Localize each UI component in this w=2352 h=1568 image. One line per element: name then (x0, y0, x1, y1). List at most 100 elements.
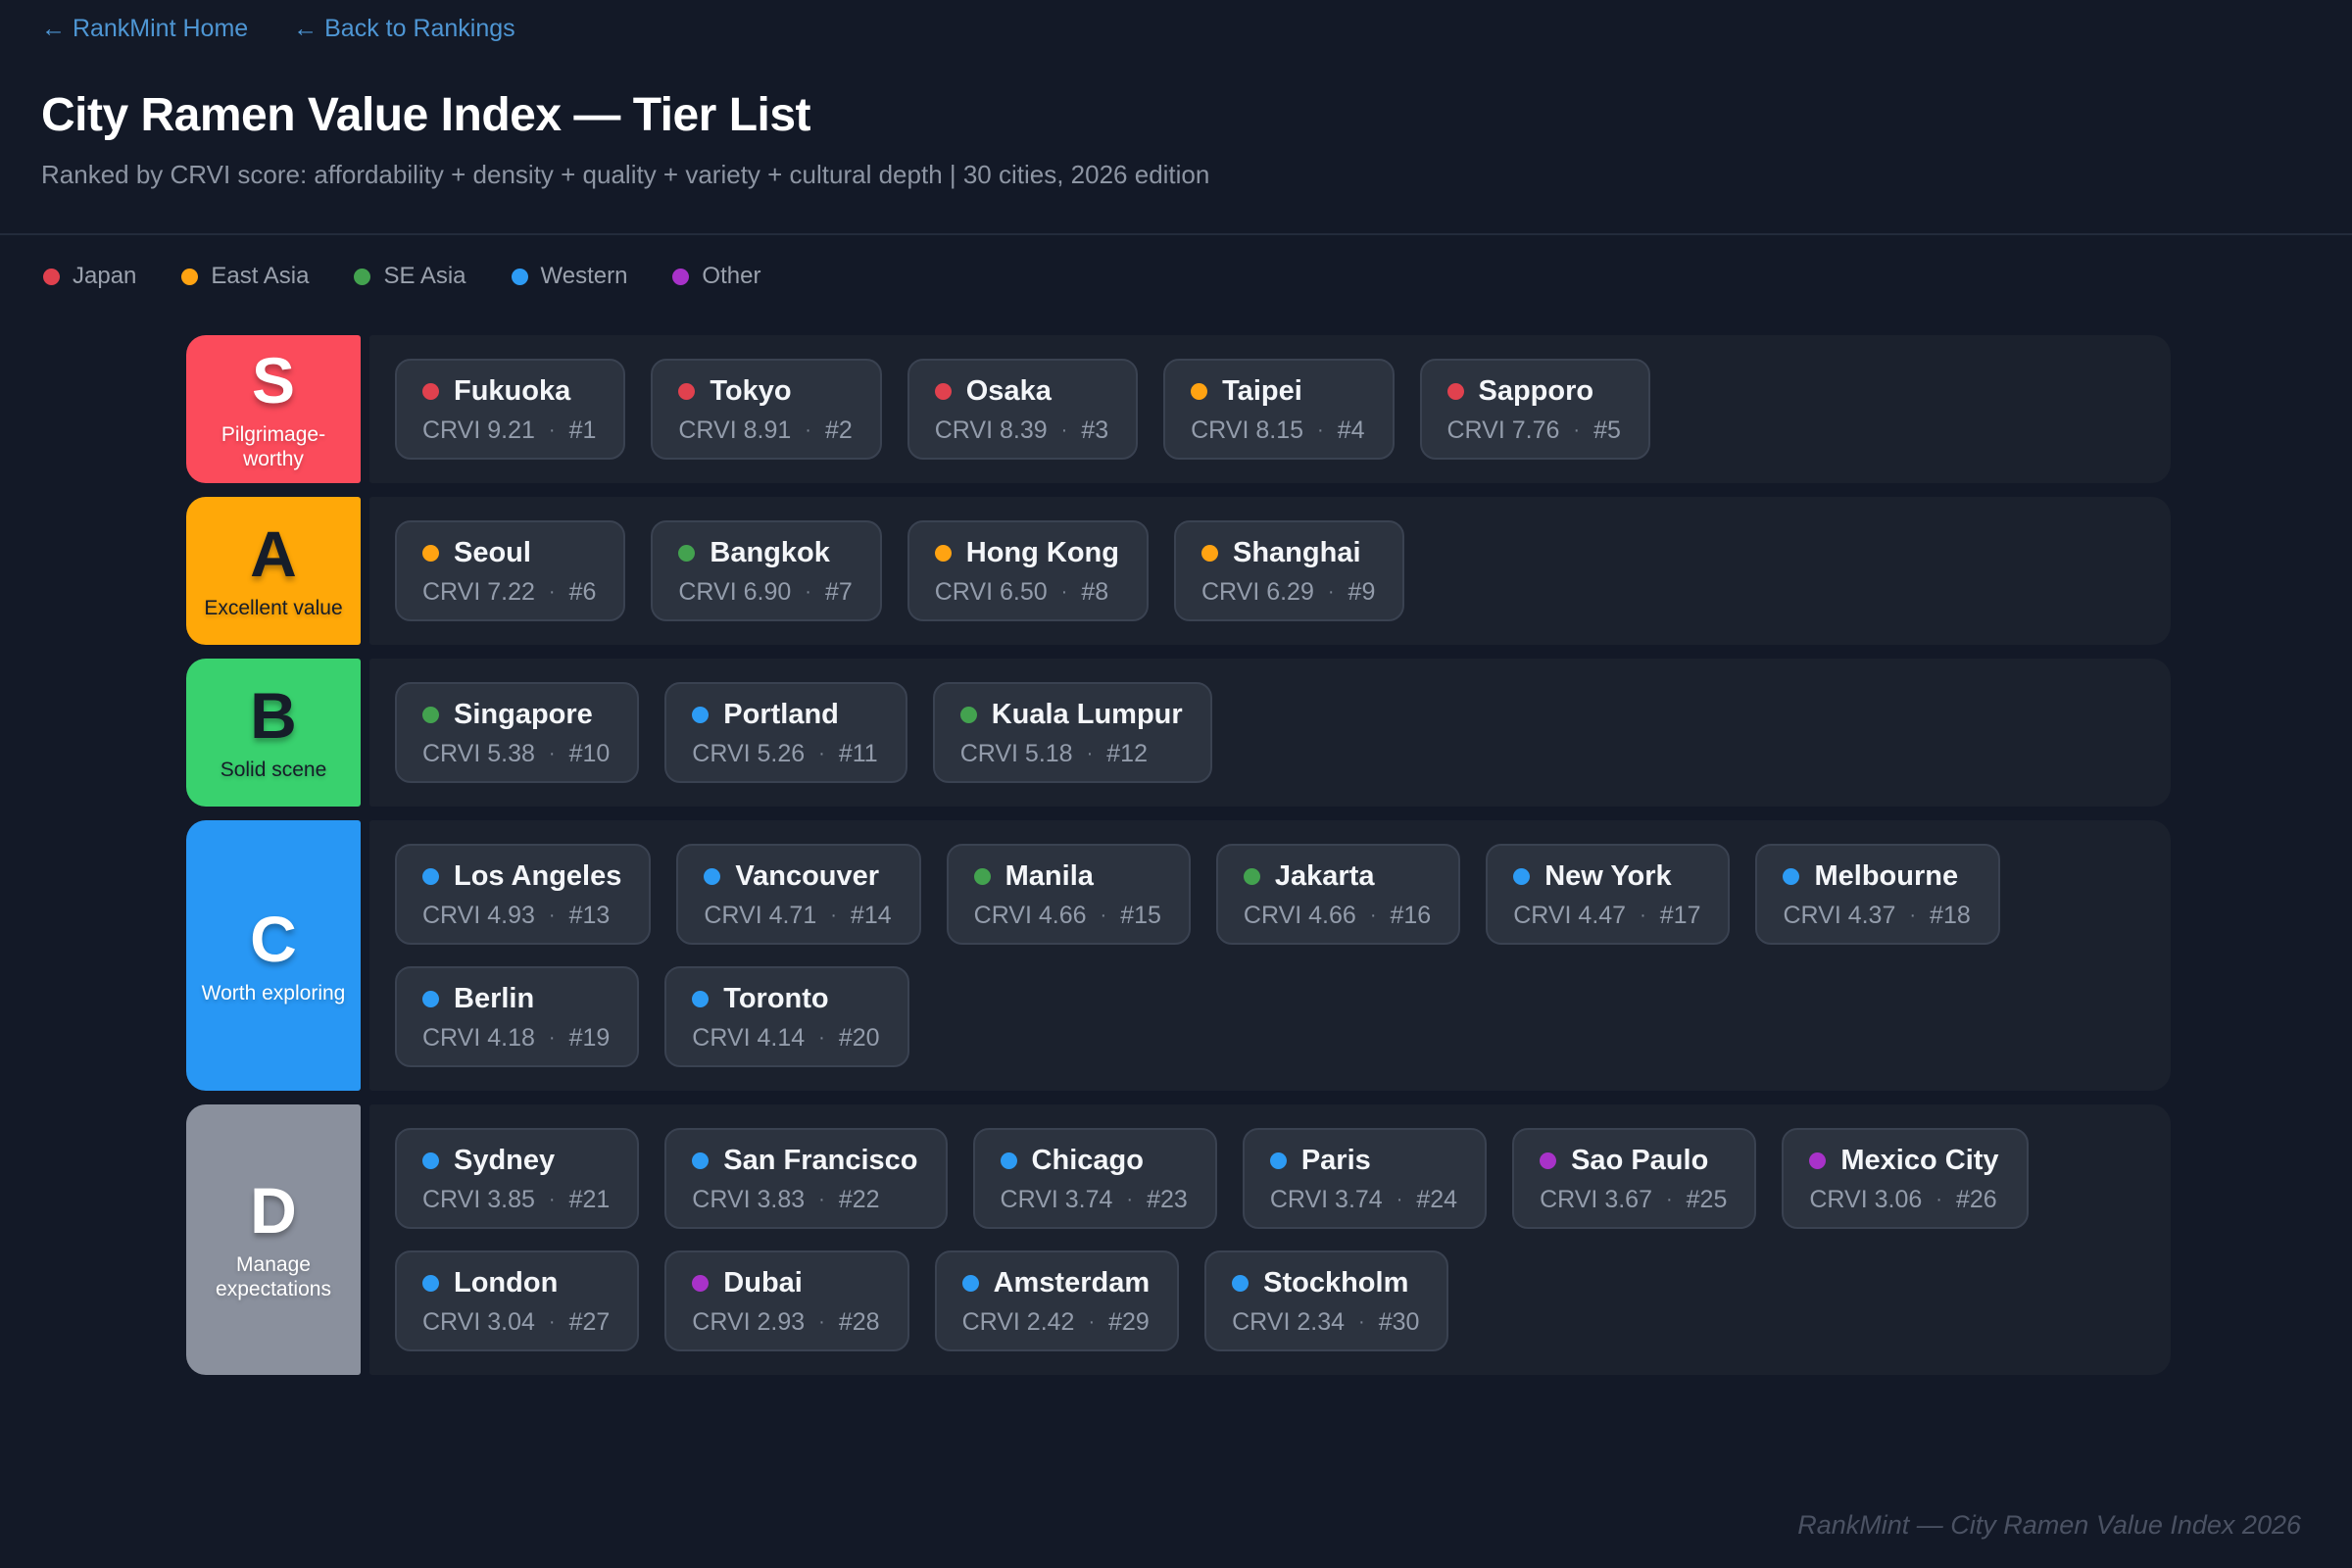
city-card-title: Singapore (422, 699, 610, 731)
city-card-title: Paris (1269, 1145, 1457, 1177)
tier-row-d: D Manage expectations Sydney CRVI 3.85 ·… (186, 1104, 2171, 1376)
legend-item: Other (672, 263, 760, 290)
tier-subtitle: Worth exploring (201, 981, 346, 1004)
legend-region-dot-icon (43, 268, 60, 285)
legend-item: Western (511, 263, 628, 290)
city-card-title: Bangkok (678, 537, 852, 569)
tier-label: B Solid scene (186, 659, 361, 808)
region-dot-icon (1191, 383, 1208, 401)
city-card-stats: CRVI 4.18 · #19 (422, 1024, 610, 1053)
tier-cards-area: Los Angeles CRVI 4.93 · #13 Vancouver CR… (369, 820, 2171, 1092)
city-crvi-score: CRVI 4.66 (973, 902, 1087, 930)
city-card-stats: CRVI 8.39 · #3 (935, 416, 1108, 445)
city-crvi-score: CRVI 6.50 (934, 578, 1048, 607)
city-card[interactable]: Los Angeles CRVI 4.93 · #13 (395, 844, 652, 946)
city-card-title: Osaka (934, 375, 1108, 408)
city-card[interactable]: Vancouver CRVI 4.71 · #14 (676, 844, 921, 946)
rankmint-home-link[interactable]: ← RankMint Home (41, 15, 249, 42)
city-name: Fukuoka (454, 375, 571, 408)
city-card-stats: CRVI 3.85 · #21 (422, 1186, 610, 1214)
city-card[interactable]: Portland CRVI 5.26 · #11 (664, 682, 907, 784)
city-card[interactable]: Shanghai CRVI 6.29 · #9 (1173, 520, 1405, 622)
city-card-title: Fukuoka (422, 375, 596, 408)
tier-list: S Pilgrimage-worthy Fukuoka CRVI 9.21 · … (186, 335, 2171, 1376)
legend-item-label: Western (540, 263, 628, 290)
city-rank: #23 (1147, 1186, 1188, 1214)
dot-separator-icon: · (548, 1311, 556, 1334)
city-card[interactable]: Fukuoka CRVI 9.21 · #1 (395, 359, 626, 461)
city-crvi-score: CRVI 4.14 (692, 1024, 806, 1053)
city-crvi-score: CRVI 4.66 (1243, 902, 1356, 930)
city-card[interactable]: Amsterdam CRVI 2.42 · #29 (934, 1250, 1180, 1352)
city-card-stats: CRVI 6.50 · #8 (935, 578, 1119, 607)
legend-region-dot-icon (511, 268, 528, 285)
region-dot-icon (422, 1152, 439, 1170)
city-card[interactable]: Stockholm CRVI 2.34 · #30 (1204, 1250, 1449, 1352)
back-to-rankings-link[interactable]: ← Back to Rankings (293, 15, 515, 42)
city-card[interactable]: Bangkok CRVI 6.90 · #7 (651, 520, 882, 622)
region-dot-icon (934, 383, 952, 401)
tier-row-a: A Excellent value Seoul CRVI 7.22 · #6 B… (186, 497, 2171, 646)
city-card[interactable]: Singapore CRVI 5.38 · #10 (395, 682, 640, 784)
city-name: Taipei (1222, 375, 1302, 408)
city-card[interactable]: Taipei CRVI 8.15 · #4 (1163, 359, 1395, 461)
city-card[interactable]: New York CRVI 4.47 · #17 (1486, 844, 1731, 946)
city-card[interactable]: Osaka CRVI 8.39 · #3 (906, 359, 1139, 461)
dot-separator-icon: · (1088, 1311, 1096, 1334)
city-card-stats: CRVI 5.26 · #11 (692, 740, 877, 768)
city-rank: #26 (1955, 1186, 1997, 1214)
city-card[interactable]: Sao Paulo CRVI 3.67 · #25 (1512, 1128, 1757, 1230)
dot-separator-icon: · (1327, 581, 1335, 604)
tier-subtitle: Excellent value (204, 597, 343, 620)
city-card[interactable]: Sapporo CRVI 7.76 · #5 (1419, 359, 1650, 461)
region-dot-icon (1269, 1152, 1287, 1170)
city-card[interactable]: Hong Kong CRVI 6.50 · #8 (906, 520, 1149, 622)
city-card-stats: CRVI 3.83 · #22 (692, 1186, 917, 1214)
region-dot-icon (422, 991, 439, 1008)
city-card[interactable]: Paris CRVI 3.74 · #24 (1242, 1128, 1488, 1230)
legend-item: East Asia (181, 263, 309, 290)
city-card[interactable]: London CRVI 3.04 · #27 (395, 1250, 640, 1352)
city-card[interactable]: Kuala Lumpur CRVI 5.18 · #12 (932, 682, 1212, 784)
city-card-stats: CRVI 4.37 · #18 (1783, 902, 1970, 930)
region-dot-icon (1000, 1152, 1017, 1170)
legend-item-label: East Asia (211, 263, 310, 290)
city-crvi-score: CRVI 2.34 (1232, 1308, 1346, 1337)
city-card[interactable]: Seoul CRVI 7.22 · #6 (395, 520, 626, 622)
city-card-stats: CRVI 3.74 · #24 (1270, 1186, 1457, 1214)
city-card[interactable]: Toronto CRVI 4.14 · #20 (664, 966, 909, 1068)
city-name: Shanghai (1232, 537, 1361, 569)
city-rank: #11 (838, 740, 878, 768)
city-rank: #29 (1108, 1308, 1150, 1337)
region-dot-icon (1200, 545, 1218, 563)
city-name: Melbourne (1814, 860, 1959, 893)
city-card-title: Kuala Lumpur (959, 699, 1183, 731)
city-card[interactable]: Berlin CRVI 4.18 · #19 (395, 966, 640, 1068)
city-card-stats: CRVI 4.66 · #15 (974, 902, 1161, 930)
tier-label: A Excellent value (186, 497, 361, 646)
city-rank: #18 (1930, 902, 1971, 930)
city-card[interactable]: Manila CRVI 4.66 · #15 (946, 844, 1191, 946)
city-card[interactable]: Chicago CRVI 3.74 · #23 (972, 1128, 1217, 1230)
city-card[interactable]: Melbourne CRVI 4.37 · #18 (1755, 844, 2000, 946)
city-card[interactable]: Jakarta CRVI 4.66 · #16 (1215, 844, 1461, 946)
city-card[interactable]: Mexico City CRVI 3.06 · #26 (1782, 1128, 2029, 1230)
city-card-stats: CRVI 4.14 · #20 (692, 1024, 879, 1053)
city-card-title: Vancouver (704, 860, 891, 893)
city-card-stats: CRVI 2.42 · #29 (962, 1308, 1151, 1337)
city-name: Toronto (723, 983, 829, 1015)
tier-label: C Worth exploring (186, 820, 361, 1092)
city-card-title: Taipei (1191, 375, 1364, 408)
city-crvi-score: CRVI 6.90 (678, 578, 792, 607)
city-name: Chicago (1031, 1145, 1144, 1177)
dot-separator-icon: · (1317, 419, 1324, 442)
region-dot-icon (1232, 1275, 1250, 1293)
dot-separator-icon: · (1086, 743, 1094, 765)
dot-separator-icon: · (1909, 905, 1917, 927)
region-dot-icon (1809, 1152, 1827, 1170)
city-card-stats: CRVI 2.34 · #30 (1232, 1308, 1419, 1337)
city-card[interactable]: Tokyo CRVI 8.91 · #2 (651, 359, 882, 461)
city-card[interactable]: Dubai CRVI 2.93 · #28 (664, 1250, 909, 1352)
city-card[interactable]: San Francisco CRVI 3.83 · #22 (664, 1128, 948, 1230)
city-card[interactable]: Sydney CRVI 3.85 · #21 (395, 1128, 640, 1230)
